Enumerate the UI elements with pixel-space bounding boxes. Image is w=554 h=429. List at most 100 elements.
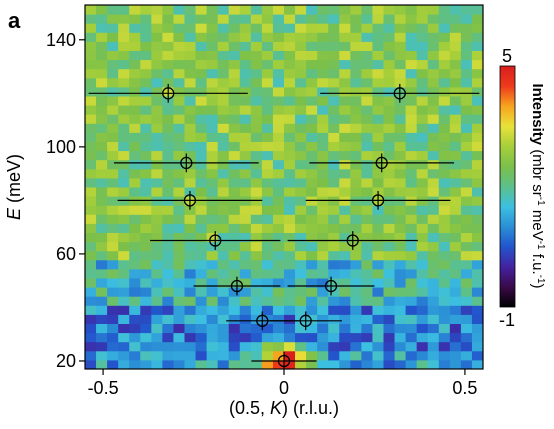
heatmap-cell	[372, 287, 384, 297]
data-point	[324, 279, 338, 293]
heatmap-cell	[284, 77, 296, 88]
heatmap-cell	[184, 359, 197, 369]
heatmap-cell	[361, 287, 373, 297]
heatmap-cell	[361, 132, 373, 142]
heatmap-cell	[416, 59, 429, 70]
heatmap-cell	[284, 114, 296, 124]
heatmap-cell	[107, 177, 119, 188]
heatmap-cell	[339, 59, 351, 70]
heatmap-cell	[173, 168, 185, 179]
heatmap-cell	[272, 105, 285, 115]
heatmap-cell	[195, 86, 208, 97]
heatmap-cell	[372, 14, 384, 24]
heatmap-cell	[394, 359, 407, 369]
heatmap-cell	[460, 159, 473, 170]
heatmap-cell	[328, 132, 340, 142]
heatmap-cell	[416, 23, 429, 33]
heatmap-cell	[471, 77, 483, 88]
heatmap-cell	[372, 359, 384, 369]
heatmap-cell	[427, 32, 440, 42]
heatmap-cell	[272, 168, 285, 179]
heatmap-cell	[449, 278, 462, 288]
heatmap-cell	[438, 168, 451, 179]
heatmap-cell	[416, 132, 429, 142]
heatmap-cell	[129, 59, 141, 70]
heatmap-cell	[272, 323, 285, 334]
heatmap-cell	[383, 23, 396, 33]
heatmap-cell	[361, 114, 373, 124]
heatmap-cell	[460, 350, 473, 361]
heatmap-cell	[239, 86, 252, 97]
heatmap-cell	[328, 287, 340, 297]
heatmap-cell	[306, 14, 318, 24]
heatmap-cell	[206, 159, 219, 170]
heatmap-cell	[427, 68, 440, 79]
heatmap-cell	[151, 323, 163, 334]
heatmap-cell	[85, 177, 97, 188]
heatmap-cell	[405, 96, 418, 106]
heatmap-cell	[217, 278, 230, 288]
heatmap-cell	[306, 278, 318, 288]
heatmap-cell	[427, 314, 440, 324]
heatmap-cell	[250, 205, 263, 215]
heatmap-cell	[239, 278, 252, 288]
heatmap-cell	[206, 223, 219, 233]
heatmap-cell	[295, 268, 307, 279]
heatmap-cell	[151, 77, 163, 88]
heatmap-cell	[250, 232, 263, 243]
heatmap-cell	[339, 105, 351, 115]
heatmap-cell	[471, 214, 483, 224]
heatmap-cell	[405, 323, 418, 334]
heatmap-cell	[173, 105, 185, 115]
heatmap-cell	[383, 314, 396, 324]
heatmap-cell	[239, 177, 252, 188]
heatmap-cell	[339, 123, 351, 133]
heatmap-cell	[361, 150, 373, 161]
heatmap-cell	[460, 114, 473, 124]
heatmap-cell	[162, 187, 174, 197]
heatmap-cell	[272, 123, 285, 133]
heatmap-cell	[151, 287, 163, 297]
heatmap-cell	[317, 350, 329, 361]
heatmap-cell	[118, 241, 130, 252]
heatmap-cell	[195, 259, 208, 270]
heatmap-cell	[449, 305, 462, 315]
heatmap-cell	[217, 241, 230, 252]
heatmap-cell	[350, 287, 362, 297]
heatmap-cell	[206, 250, 219, 261]
heatmap-cell	[339, 305, 351, 315]
heatmap-cell	[306, 305, 318, 315]
heatmap-cell	[460, 50, 473, 61]
heatmap-cell	[361, 323, 373, 334]
heatmap-cell	[427, 23, 440, 33]
heatmap-cell	[339, 223, 351, 233]
heatmap-cell	[284, 5, 296, 15]
heatmap-cell	[383, 232, 396, 243]
heatmap-cell	[306, 223, 318, 233]
heatmap-cell	[306, 323, 318, 334]
heatmap-cell	[372, 323, 384, 334]
heatmap-cell	[306, 232, 318, 243]
heatmap-cell	[438, 268, 451, 279]
heatmap-cell	[140, 359, 152, 369]
heatmap-cell	[250, 359, 263, 369]
heatmap-cell	[295, 14, 307, 24]
heatmap-cell	[383, 223, 396, 233]
heatmap-cell	[151, 5, 163, 15]
heatmap-cell	[471, 268, 483, 279]
heatmap-cell	[295, 250, 307, 261]
heatmap-cell	[162, 50, 174, 61]
heatmap-cell	[140, 214, 152, 224]
heatmap-cell	[118, 150, 130, 161]
heatmap-cell	[239, 232, 252, 243]
heatmap-cell	[328, 205, 340, 215]
heatmap-cell	[295, 114, 307, 124]
heatmap-cell	[261, 278, 274, 288]
heatmap-cell	[85, 341, 97, 352]
heatmap-cell	[107, 268, 119, 279]
heatmap-cell	[471, 114, 483, 124]
heatmap-cell	[206, 296, 219, 306]
heatmap-cell	[162, 223, 174, 233]
heatmap-cell	[328, 177, 340, 188]
heatmap-cell	[438, 96, 451, 106]
